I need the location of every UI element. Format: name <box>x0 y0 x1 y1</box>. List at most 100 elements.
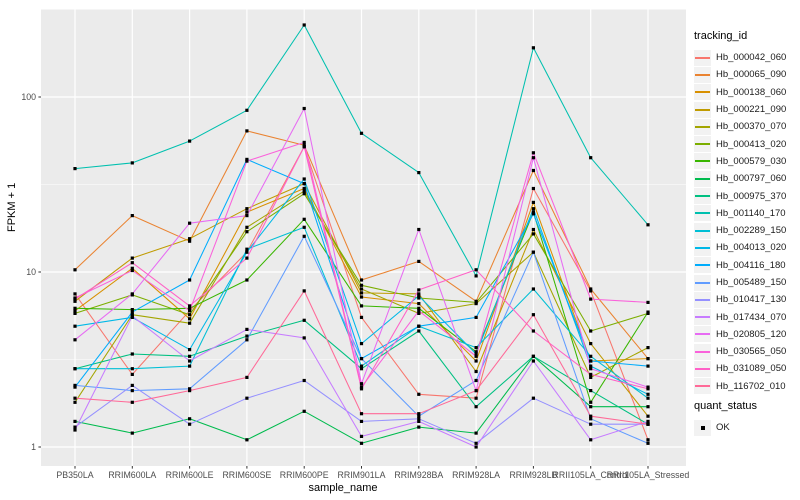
data-point <box>474 352 478 356</box>
data-point <box>73 311 77 315</box>
data-point <box>302 234 306 238</box>
legend-item: Hb_000370_070 <box>694 118 800 135</box>
data-point <box>359 441 364 445</box>
data-point <box>245 256 249 260</box>
data-point <box>417 292 421 296</box>
legend-item: Hb_000138_060 <box>694 84 800 101</box>
data-point <box>589 422 593 426</box>
legend-item-label: Hb_000579_030 <box>716 155 787 167</box>
data-point <box>589 287 593 291</box>
data-point <box>531 186 535 191</box>
data-point <box>531 329 535 333</box>
data-point <box>130 367 134 371</box>
data-point <box>531 354 535 358</box>
data-point <box>130 310 134 314</box>
data-point <box>245 230 249 234</box>
data-point <box>417 259 421 263</box>
legend-tracking-id: tracking_id Hb_000042_060 Hb_000065_090 Hb… <box>694 30 800 395</box>
legend-item: Hb_000065_090 <box>694 66 800 83</box>
data-point <box>302 378 306 383</box>
y-tick-label: 100 <box>21 92 36 102</box>
data-point <box>130 400 134 404</box>
data-point <box>245 396 249 400</box>
data-point <box>474 300 478 304</box>
data-point <box>474 441 478 445</box>
legend-item: Hb_000797_060 <box>694 170 800 187</box>
x-tick-label: RRIM901LA <box>338 470 386 480</box>
data-point <box>531 227 535 232</box>
data-point <box>646 346 650 350</box>
data-point <box>302 189 306 193</box>
data-point <box>531 212 535 216</box>
x-tick-label: RRIM600LE <box>166 470 214 480</box>
x-tick-label: PB350LA <box>56 470 93 480</box>
legend-item: Hb_004013_020 <box>694 239 800 256</box>
legend-items: Hb_000042_060 Hb_000065_090 Hb_000138_060 H… <box>694 49 800 395</box>
data-point <box>531 359 535 363</box>
data-point <box>589 375 593 379</box>
legend-item-label: Hb_000065_090 <box>716 69 787 81</box>
legend-item-label: Hb_000042_060 <box>716 52 787 64</box>
legend-item: Hb_001140_170 <box>694 205 800 222</box>
data-point <box>245 108 249 112</box>
data-point <box>359 357 364 361</box>
data-point <box>245 327 249 331</box>
data-point <box>73 309 77 313</box>
data-point <box>359 295 364 299</box>
legend-title: tracking_id <box>694 30 748 42</box>
data-point <box>589 156 593 160</box>
data-point <box>188 221 192 225</box>
data-point <box>359 419 364 423</box>
data-point <box>245 129 249 133</box>
data-point <box>646 414 650 418</box>
data-point <box>359 315 364 319</box>
legend-item-label: Hb_017434_070 <box>716 311 787 323</box>
legend-item-label: Hb_031089_050 <box>716 363 787 375</box>
x-tick-label: RRII105LA_Stressed <box>607 470 690 480</box>
data-point <box>73 297 77 301</box>
legend-item: Hb_000579_030 <box>694 153 800 170</box>
data-point <box>73 428 77 432</box>
data-point <box>359 364 364 368</box>
data-point <box>188 417 192 421</box>
data-point <box>359 287 364 291</box>
data-point <box>245 225 249 229</box>
data-point <box>646 310 650 314</box>
data-point <box>359 283 364 287</box>
data-point <box>359 342 364 346</box>
legend-quant-status: quant_status OK <box>694 400 800 436</box>
data-point <box>188 278 192 282</box>
data-point <box>474 389 478 393</box>
data-point <box>73 268 77 272</box>
legend-item-label: Hb_000413_020 <box>716 138 787 150</box>
data-point <box>417 425 421 429</box>
legend-item: Hb_005489_150 <box>694 274 800 291</box>
data-point <box>245 159 249 163</box>
data-point <box>302 289 306 293</box>
data-point <box>589 367 593 371</box>
data-point <box>417 288 421 292</box>
data-point <box>130 389 134 393</box>
data-point <box>589 438 593 442</box>
line-key-icon <box>694 222 711 239</box>
data-point <box>73 338 77 342</box>
line-key-icon <box>694 309 711 326</box>
data-point <box>589 400 593 404</box>
data-point <box>73 383 77 387</box>
data-point <box>188 237 192 241</box>
data-point <box>531 313 535 317</box>
data-point <box>417 311 421 315</box>
legend-item-label: Hb_000221_090 <box>716 104 787 116</box>
data-point <box>188 317 192 321</box>
data-point <box>188 239 192 243</box>
data-point <box>417 294 421 298</box>
data-point <box>359 387 364 391</box>
data-point <box>531 168 535 173</box>
legend-item: Hb_000413_020 <box>694 135 800 153</box>
data-point <box>245 214 249 218</box>
legend-item: Hb_030565_050 <box>694 343 800 360</box>
data-point <box>245 278 249 282</box>
data-point <box>188 389 192 393</box>
data-point <box>531 207 535 211</box>
